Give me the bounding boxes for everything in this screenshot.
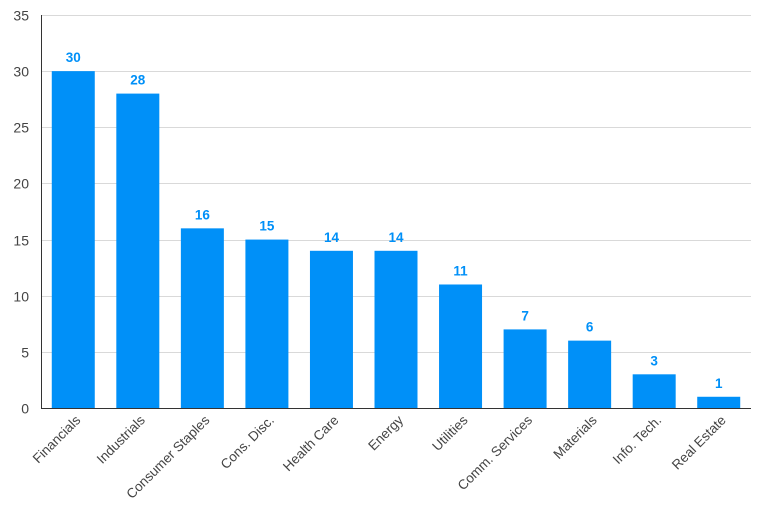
- y-tick-label: 20: [13, 176, 29, 192]
- y-tick-label: 10: [13, 289, 29, 305]
- bars: [51, 71, 741, 409]
- bar: [439, 284, 483, 408]
- bar: [374, 250, 418, 408]
- data-label: 3: [650, 353, 658, 368]
- gridlines: [41, 15, 751, 353]
- bar: [568, 340, 612, 408]
- data-label: 30: [66, 50, 81, 65]
- x-tick-label: Financials: [30, 412, 84, 466]
- x-tick-label: Materials: [550, 412, 600, 462]
- bar: [245, 239, 289, 408]
- bar: [116, 93, 160, 408]
- data-label: 1: [715, 376, 723, 391]
- x-tick-label: Energy: [365, 412, 406, 453]
- y-tick-label: 0: [21, 401, 29, 417]
- bar: [180, 228, 224, 408]
- data-labels: 30 28 16 15 14 14 11 7 6 3 1: [66, 50, 723, 391]
- x-tick-label: Info. Tech.: [610, 413, 664, 467]
- x-tick-label: Health Care: [280, 413, 342, 475]
- data-label: 14: [388, 230, 404, 245]
- bar: [309, 250, 353, 408]
- y-tick-label: 5: [21, 345, 29, 361]
- y-tick-label: 15: [13, 233, 29, 249]
- y-tick-label: 30: [13, 64, 29, 80]
- data-label: 11: [453, 263, 468, 278]
- x-tick-label: Industrials: [94, 412, 148, 466]
- y-tick-labels: 0 5 10 15 20 25 30 35: [13, 8, 29, 417]
- y-tick-label: 35: [13, 8, 29, 24]
- data-label: 14: [324, 230, 340, 245]
- bar: [697, 396, 741, 408]
- data-label: 6: [586, 320, 594, 335]
- data-label: 28: [130, 73, 146, 88]
- data-label: 7: [521, 308, 529, 323]
- y-tick-label: 25: [13, 120, 29, 136]
- data-label: 16: [195, 207, 211, 222]
- x-tick-label: Real Estate: [669, 413, 729, 473]
- data-label: 15: [259, 219, 275, 234]
- bar: [51, 71, 95, 409]
- x-tick-label: Utilities: [429, 412, 471, 454]
- bar: [503, 329, 547, 408]
- axes: [41, 15, 751, 409]
- x-tick-label: Cons. Disc.: [218, 413, 277, 472]
- bar: [632, 374, 676, 408]
